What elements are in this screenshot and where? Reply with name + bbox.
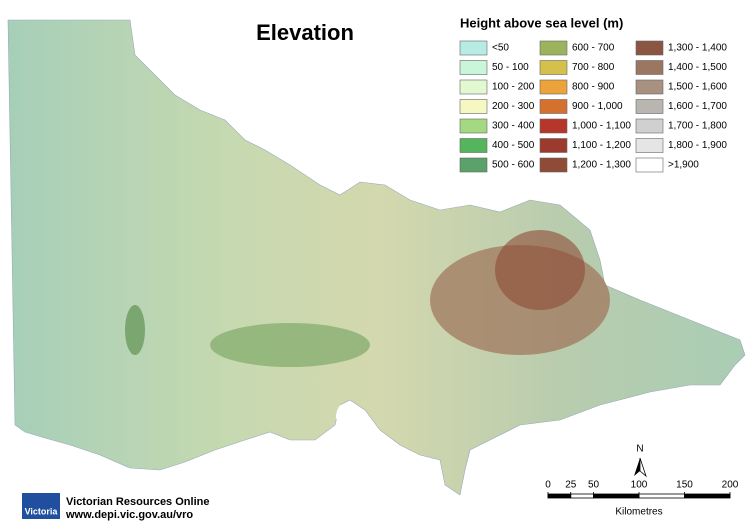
legend-label: 400 - 500: [492, 140, 535, 151]
north-arrow: N: [634, 444, 647, 478]
scale-segment: [684, 493, 731, 499]
legend-swatch: [635, 60, 664, 75]
legend-label: 1,800 - 1,900: [668, 140, 727, 151]
legend-swatch: [635, 118, 664, 134]
logo: [22, 493, 60, 519]
port-phillip-bay: [336, 405, 361, 430]
legend-label: <50: [492, 43, 509, 54]
alpine-peaks: [495, 230, 585, 310]
legend-label: 1,700 - 1,800: [668, 121, 727, 132]
legend-swatch: [459, 157, 488, 173]
legend-swatch: [459, 60, 488, 75]
legend-title: Height above sea level (m): [460, 15, 623, 30]
scale-segment: [570, 493, 594, 499]
legend-label: 700 - 800: [572, 62, 615, 73]
scale-segment: [638, 493, 685, 499]
grampians: [125, 305, 145, 355]
scale-tick-label: 0: [545, 480, 551, 491]
scale-tick-label: 150: [676, 480, 693, 491]
legend-label: 200 - 300: [492, 101, 535, 112]
land: [7, 19, 746, 496]
scale-tick-label: 50: [588, 480, 600, 491]
legend-swatch: [635, 99, 664, 114]
legend-label: 800 - 900: [572, 82, 615, 93]
legend-label: 600 - 700: [572, 43, 615, 54]
legend-swatch: [539, 157, 568, 173]
legend-swatch: [635, 138, 664, 153]
legend-label: 1,000 - 1,100: [572, 121, 631, 132]
scale-unit: Kilometres: [615, 507, 662, 518]
legend-swatch: [459, 40, 488, 56]
scale-tick-label: 25: [565, 480, 577, 491]
credit-name: Victorian Resources Online: [66, 496, 209, 508]
legend-label: 300 - 400: [492, 121, 535, 132]
legend-label: 500 - 600: [492, 160, 535, 171]
legend-label: 1,400 - 1,500: [668, 62, 727, 73]
credits: Victoria Victorian Resources Online www.…: [22, 493, 209, 521]
legend-label: >1,900: [668, 160, 699, 171]
legend-swatch: [539, 40, 568, 56]
legend-swatch: [539, 138, 568, 153]
legend-label: 50 - 100: [492, 62, 529, 73]
scale-segment: [547, 493, 572, 499]
scale-tick-label: 100: [631, 480, 648, 491]
map-title: Elevation: [256, 20, 354, 45]
north-label: N: [636, 444, 643, 455]
legend-swatch: [539, 118, 568, 134]
legend-swatch: [635, 40, 664, 56]
logo-text: Victoria: [25, 506, 59, 516]
victoria-landmass: [7, 19, 746, 496]
legend-swatch: [459, 138, 488, 153]
legend-label: 1,200 - 1,300: [572, 160, 631, 171]
legend: Height above sea level (m) <50 50 - 100 10…: [459, 15, 727, 173]
legend-swatch: [635, 79, 664, 95]
central-highlands: [210, 323, 370, 367]
legend-label: 1,500 - 1,600: [668, 82, 727, 93]
north-arrow-left: [634, 458, 640, 476]
scale-tick-label: 200: [722, 480, 739, 491]
legend-swatch: [539, 99, 568, 114]
legend-swatch: [635, 157, 664, 173]
legend-swatch: [459, 79, 488, 95]
scale-segment: [593, 493, 640, 499]
legend-label: 900 - 1,000: [572, 101, 623, 112]
legend-swatch: [459, 99, 488, 114]
legend-label: 1,100 - 1,200: [572, 140, 631, 151]
legend-swatch: [459, 118, 488, 134]
credit-url: www.depi.vic.gov.au/vro: [65, 509, 193, 521]
legend-swatch: [539, 60, 568, 75]
legend-label: 1,600 - 1,700: [668, 101, 727, 112]
scale-bar: Kilometres 0 25 50 100 150 200: [545, 480, 739, 518]
north-arrow-right: [639, 457, 647, 478]
legend-label: 100 - 200: [492, 82, 535, 93]
legend-swatch: [539, 79, 568, 95]
legend-label: 1,300 - 1,400: [668, 43, 727, 54]
